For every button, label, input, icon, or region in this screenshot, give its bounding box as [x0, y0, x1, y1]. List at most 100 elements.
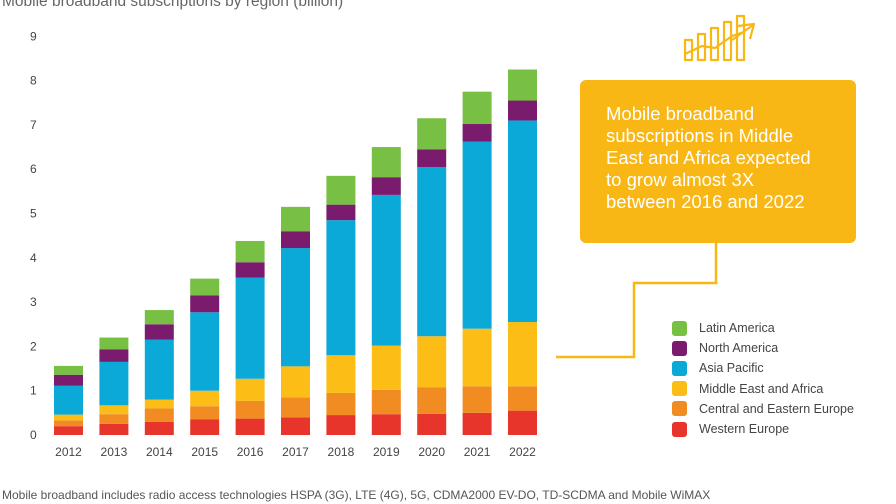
x-tick-label: 2015: [191, 445, 218, 459]
bar-segment: [281, 366, 310, 398]
bar-segment: [371, 414, 401, 435]
legend-label: Latin America: [699, 321, 775, 336]
bar-segment: [462, 328, 492, 387]
bar-segment: [371, 194, 401, 346]
bar-segment: [371, 147, 401, 178]
x-tick-label: 2014: [146, 445, 173, 459]
bar-segment: [508, 69, 537, 101]
legend-label: North America: [699, 341, 779, 356]
y-tick-label: 1: [30, 384, 37, 398]
bar-segment: [190, 419, 220, 435]
bar-segment: [54, 414, 83, 421]
bar-segment: [99, 423, 129, 435]
bar-segment: [371, 177, 401, 195]
bar-segment: [417, 387, 447, 414]
bar-segment: [54, 420, 83, 427]
bar-segment: [144, 421, 174, 435]
bar-segment: [190, 278, 220, 296]
legend-label: Asia Pacific: [699, 361, 764, 376]
rising-chart-icon: [682, 12, 762, 69]
x-axis: 2012 2013 2014 2015 2016 2017 2018 2019 2020 2021…: [55, 445, 536, 459]
bar-segment: [99, 337, 129, 350]
bar-segment: [462, 412, 492, 435]
callout-box: Mobile broadband subscriptions in Middle E…: [580, 80, 856, 243]
x-tick-label: 2016: [237, 445, 264, 459]
x-tick-label: 2018: [328, 445, 355, 459]
bar-segment: [54, 374, 83, 386]
bar-segment: [235, 240, 265, 263]
legend-item: Latin America: [672, 318, 854, 338]
y-tick-label: 5: [30, 207, 37, 221]
legend-item: North America: [672, 338, 854, 358]
bar-segment: [417, 149, 447, 167]
bar-segment: [281, 231, 310, 249]
bar-segment: [235, 262, 265, 278]
legend-label: Central and Eastern Europe: [699, 401, 854, 416]
legend-swatch: [672, 320, 687, 336]
bar-segment: [417, 118, 447, 150]
bar-segment: [508, 386, 537, 411]
bar-segment: [281, 248, 310, 367]
bar-segment: [462, 386, 492, 413]
footnote: Mobile broadband includes radio access t…: [2, 488, 711, 502]
bar-segment: [462, 141, 492, 329]
bar-segment: [508, 120, 537, 323]
legend: Latin America North America Asia Pacific Mi…: [672, 318, 854, 439]
bar-segment: [462, 124, 492, 142]
bars: [54, 69, 537, 435]
bar-segment: [144, 339, 174, 400]
bar-segment: [190, 406, 220, 420]
bar-segment: [144, 324, 174, 340]
legend-item: Asia Pacific: [672, 358, 854, 378]
legend-swatch: [672, 381, 687, 397]
chart-title: Mobile broadband subscriptions by region…: [2, 0, 344, 10]
legend-label: Western Europe: [699, 422, 790, 437]
y-axis: 0 1 2 3 4 5 6 7 8 9: [30, 29, 37, 442]
bar-segment: [54, 426, 83, 435]
y-tick-label: 2: [30, 339, 37, 353]
y-tick-label: 8: [30, 74, 37, 88]
bar-segment: [417, 166, 447, 337]
x-tick-label: 2020: [418, 445, 445, 459]
bar-segment: [99, 349, 129, 362]
x-tick-label: 2022: [509, 445, 536, 459]
bar-segment: [508, 322, 537, 387]
callout-line: East and Africa expected: [606, 147, 811, 168]
bar-segment: [281, 206, 310, 232]
callout-connector: [556, 243, 718, 359]
bar-segment: [235, 418, 265, 435]
bar-segment: [326, 204, 356, 221]
x-tick-label: 2019: [373, 445, 400, 459]
bar-segment: [371, 389, 401, 415]
y-tick-label: 3: [30, 295, 37, 309]
bar-segment: [417, 413, 447, 435]
bar-segment: [190, 390, 220, 407]
bar-segment: [281, 417, 310, 435]
legend-swatch: [672, 340, 687, 356]
bar-segment: [144, 399, 174, 409]
bar-segment: [99, 361, 129, 406]
bar-segment: [235, 378, 265, 401]
bar-segment: [190, 295, 220, 313]
bar-segment: [99, 405, 129, 415]
x-tick-label: 2013: [101, 445, 128, 459]
bar-segment: [54, 365, 83, 375]
y-tick-label: 4: [30, 251, 37, 265]
bar-segment: [326, 392, 356, 416]
bar-segment: [144, 408, 174, 422]
bar-segment: [235, 277, 265, 379]
y-tick-label: 0: [30, 428, 37, 442]
bar-segment: [326, 415, 356, 435]
bar-segment: [508, 100, 537, 121]
bar-segment: [326, 175, 356, 205]
callout-line: between 2016 and 2022: [606, 191, 805, 212]
legend-swatch: [672, 360, 687, 376]
y-tick-label: 6: [30, 162, 37, 176]
bar-segment: [326, 220, 356, 356]
x-tick-label: 2012: [55, 445, 82, 459]
x-tick-label: 2017: [282, 445, 309, 459]
legend-label: Middle East and Africa: [699, 381, 824, 396]
legend-item: Western Europe: [672, 419, 854, 439]
legend-swatch: [672, 401, 687, 417]
